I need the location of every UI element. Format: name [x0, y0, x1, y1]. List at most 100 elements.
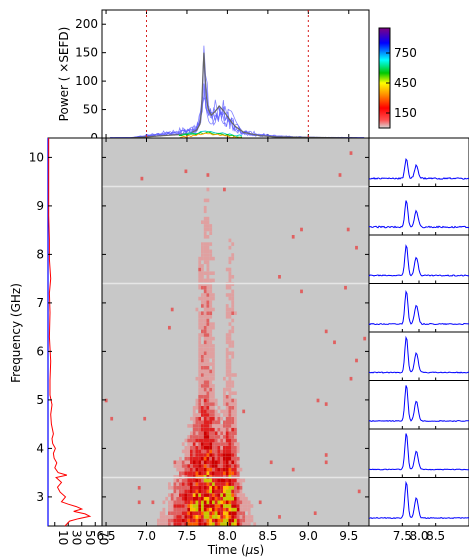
dynamic-spectrum-cell	[228, 387, 232, 392]
dynamic-spectrum-cell	[203, 489, 207, 494]
dynamic-spectrum-cell	[198, 464, 202, 468]
dynamic-spectrum-cell	[225, 427, 229, 432]
dynamic-spectrum-cell	[212, 296, 215, 301]
dynamic-spectrum-cell	[206, 420, 210, 425]
dynamic-spectrum-cell	[212, 446, 215, 450]
dynamic-spectrum-cell	[239, 493, 243, 497]
dynamic-spectrum-cell	[217, 489, 221, 494]
dynamic-spectrum-cell	[234, 413, 237, 417]
dynamic-spectrum-cell	[349, 151, 353, 155]
dynamic-spectrum-cell	[236, 493, 240, 497]
dynamic-spectrum-cell	[231, 380, 235, 385]
dynamic-spectrum-cell	[198, 271, 202, 275]
dynamic-spectrum-cell	[201, 395, 204, 399]
lightcurve-panel	[368, 477, 469, 527]
dynamic-spectrum-cell	[231, 518, 235, 523]
dynamic-spectrum-cell	[198, 318, 202, 323]
dynamic-spectrum-cell	[176, 464, 180, 468]
dynamic-spectrum-cell	[206, 293, 210, 297]
dynamic-spectrum-cell	[192, 515, 196, 519]
dynamic-spectrum-cell	[203, 260, 207, 265]
dynamic-spectrum-cell	[338, 173, 342, 177]
main-y-tick-label: 9	[36, 199, 44, 213]
dynamic-spectrum-cell	[201, 347, 204, 352]
dynamic-spectrum-cell	[209, 395, 213, 399]
dynamic-spectrum-cell	[184, 446, 188, 450]
colorbar-gradient	[378, 27, 391, 129]
dynamic-spectrum-cell	[203, 340, 207, 345]
dynamic-spectrum-cell	[212, 278, 215, 283]
dynamic-spectrum-cell	[179, 486, 182, 490]
dynamic-spectrum-cell	[214, 467, 218, 472]
dynamic-spectrum-cell	[206, 376, 210, 381]
main-y-tick-label: 7	[36, 296, 44, 310]
dynamic-spectrum-cell	[212, 416, 215, 421]
dynamic-spectrum-cell	[209, 518, 213, 523]
dynamic-spectrum-cell	[231, 446, 235, 450]
dynamic-spectrum-cell	[209, 413, 213, 417]
dynamic-spectrum-cell	[231, 242, 235, 246]
dynamic-spectrum-cell	[214, 416, 218, 421]
dynamic-spectrum-cell	[214, 464, 218, 468]
dynamic-spectrum-cell	[201, 406, 204, 410]
dynamic-spectrum-cell	[223, 496, 226, 501]
dynamic-spectrum-cell	[184, 456, 188, 461]
dynamic-spectrum-cell	[228, 413, 232, 417]
main-x-tick-label: 9.5	[339, 529, 358, 543]
dynamic-spectrum-cell	[239, 515, 243, 519]
dynamic-spectrum-cell	[201, 431, 204, 435]
dynamic-spectrum-cell	[195, 427, 199, 432]
dynamic-spectrum-cell	[206, 435, 210, 439]
dynamic-spectrum-cell	[236, 442, 240, 446]
dynamic-spectrum-cell	[228, 398, 232, 403]
dynamic-spectrum-cell	[214, 489, 218, 494]
dynamic-spectrum-cell	[231, 329, 235, 334]
dynamic-spectrum-cell	[170, 515, 174, 519]
dynamic-spectrum-cell	[201, 387, 204, 392]
dynamic-spectrum-cell	[195, 522, 199, 526]
dynamic-spectrum-cell	[179, 471, 182, 475]
dynamic-spectrum-cell	[228, 336, 232, 341]
dynamic-spectrum-cell	[228, 256, 232, 261]
dynamic-spectrum-cell	[228, 260, 232, 265]
dynamic-spectrum-cell	[234, 486, 237, 490]
dynamic-spectrum-cell	[217, 446, 221, 450]
dynamic-spectrum-cell	[231, 464, 235, 468]
dynamic-spectrum-cell	[220, 442, 224, 446]
dynamic-spectrum-cell	[212, 387, 215, 392]
dynamic-spectrum-cell	[198, 362, 202, 366]
dynamic-spectrum-cell	[198, 413, 202, 417]
dynamic-spectrum-cell	[236, 489, 240, 494]
dynamic-spectrum-cell	[206, 325, 210, 330]
dynamic-spectrum-cell	[212, 493, 215, 497]
dynamic-spectrum-cell	[198, 453, 202, 457]
dynamic-spectrum-panel: 6.5 7.0 7.5 8.0 8.5 9.0 9.5 3 4 5 6 7 8 9 10 Frequency…	[9, 137, 370, 557]
dynamic-spectrum-cell	[159, 515, 163, 519]
dynamic-spectrum-cell	[181, 489, 185, 494]
dynamic-spectrum-cell	[225, 336, 229, 341]
dynamic-spectrum-cell	[250, 504, 254, 508]
dynamic-spectrum-cell	[203, 325, 207, 330]
dynamic-spectrum-cell	[225, 355, 229, 359]
dynamic-spectrum-cell	[201, 358, 204, 363]
dynamic-spectrum-cell	[203, 358, 207, 363]
dynamic-spectrum-cell	[206, 216, 210, 221]
dynamic-spectrum-cell	[201, 242, 204, 246]
dynamic-spectrum-cell	[225, 456, 229, 461]
right-lightcurve-x-ticks: 7.58.08.5	[393, 529, 445, 543]
dynamic-spectrum-cell	[181, 500, 185, 505]
dynamic-spectrum-cell	[220, 449, 224, 454]
dynamic-spectrum-cell	[209, 449, 213, 454]
dynamic-spectrum-cell	[184, 522, 188, 526]
dynamic-spectrum-cell	[181, 511, 185, 515]
dynamic-spectrum-cell	[228, 409, 232, 414]
dynamic-spectrum-cell	[162, 507, 166, 512]
dynamic-spectrum-cell	[195, 449, 199, 454]
dynamic-spectrum-cell	[239, 507, 243, 512]
dynamic-spectrum-cell	[198, 365, 202, 370]
dynamic-spectrum-cell	[176, 515, 180, 519]
dynamic-spectrum-cell	[201, 453, 204, 457]
dynamic-spectrum-cell	[236, 478, 240, 483]
dynamic-spectrum-cell	[214, 507, 218, 512]
